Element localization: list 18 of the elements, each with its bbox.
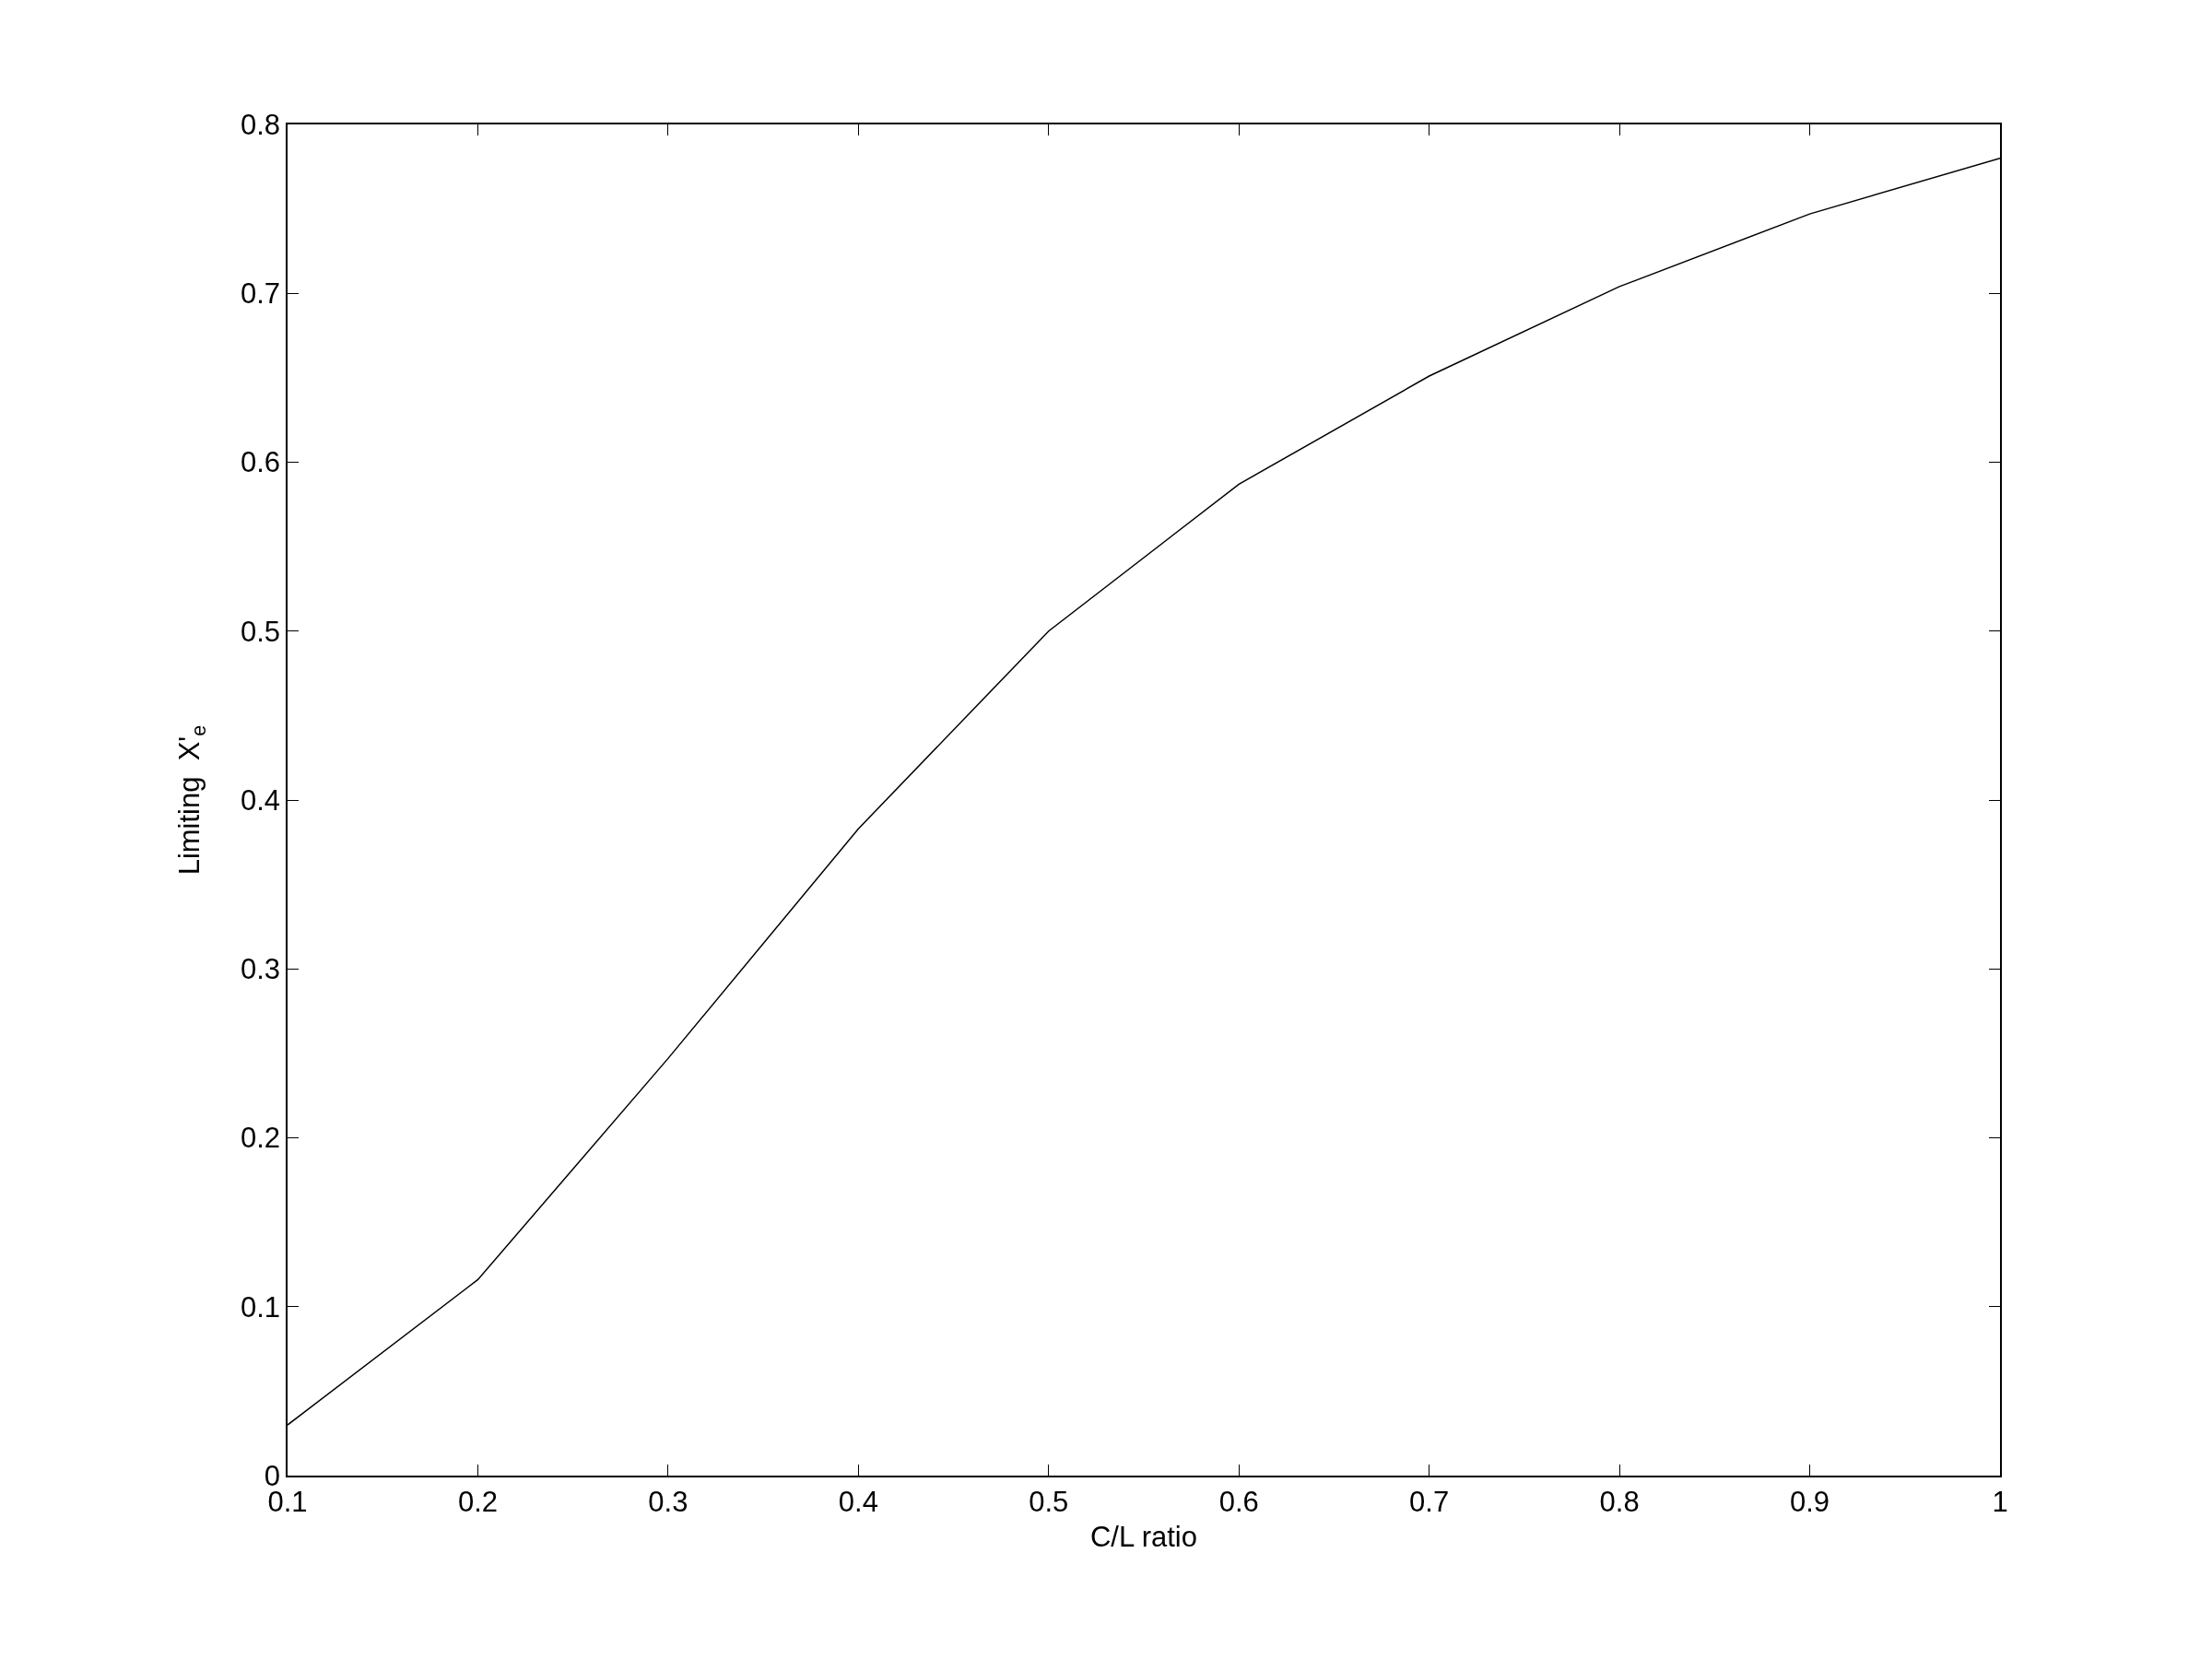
y-tick-label: 0.5 — [240, 615, 281, 648]
x-tick-label: 0.2 — [457, 1485, 498, 1518]
x-tick-label: 0.3 — [648, 1485, 688, 1518]
x-axis-title: C/L ratio — [1089, 1520, 1198, 1553]
y-tick-label: 0.7 — [240, 277, 281, 311]
y-tick-label: 0.2 — [240, 1122, 281, 1155]
x-tick-label: 0.8 — [1599, 1485, 1640, 1518]
x-tick-label: 0.7 — [1409, 1485, 1450, 1518]
x-tick-label: 0.6 — [1218, 1485, 1259, 1518]
y-tick-label: 0.8 — [240, 108, 281, 141]
x-tick-label: 0.5 — [1029, 1485, 1069, 1518]
y-tick-label: 0.4 — [240, 783, 281, 817]
y-tick-label: 0.3 — [240, 953, 281, 986]
y-tick-label: 0.6 — [240, 446, 281, 479]
x-tick-label: 0.9 — [1790, 1485, 1830, 1518]
y-tick-label: 0.1 — [240, 1290, 281, 1324]
x-tick-label: 0.4 — [838, 1485, 878, 1518]
x-tick-label: 1 — [1992, 1485, 2008, 1518]
